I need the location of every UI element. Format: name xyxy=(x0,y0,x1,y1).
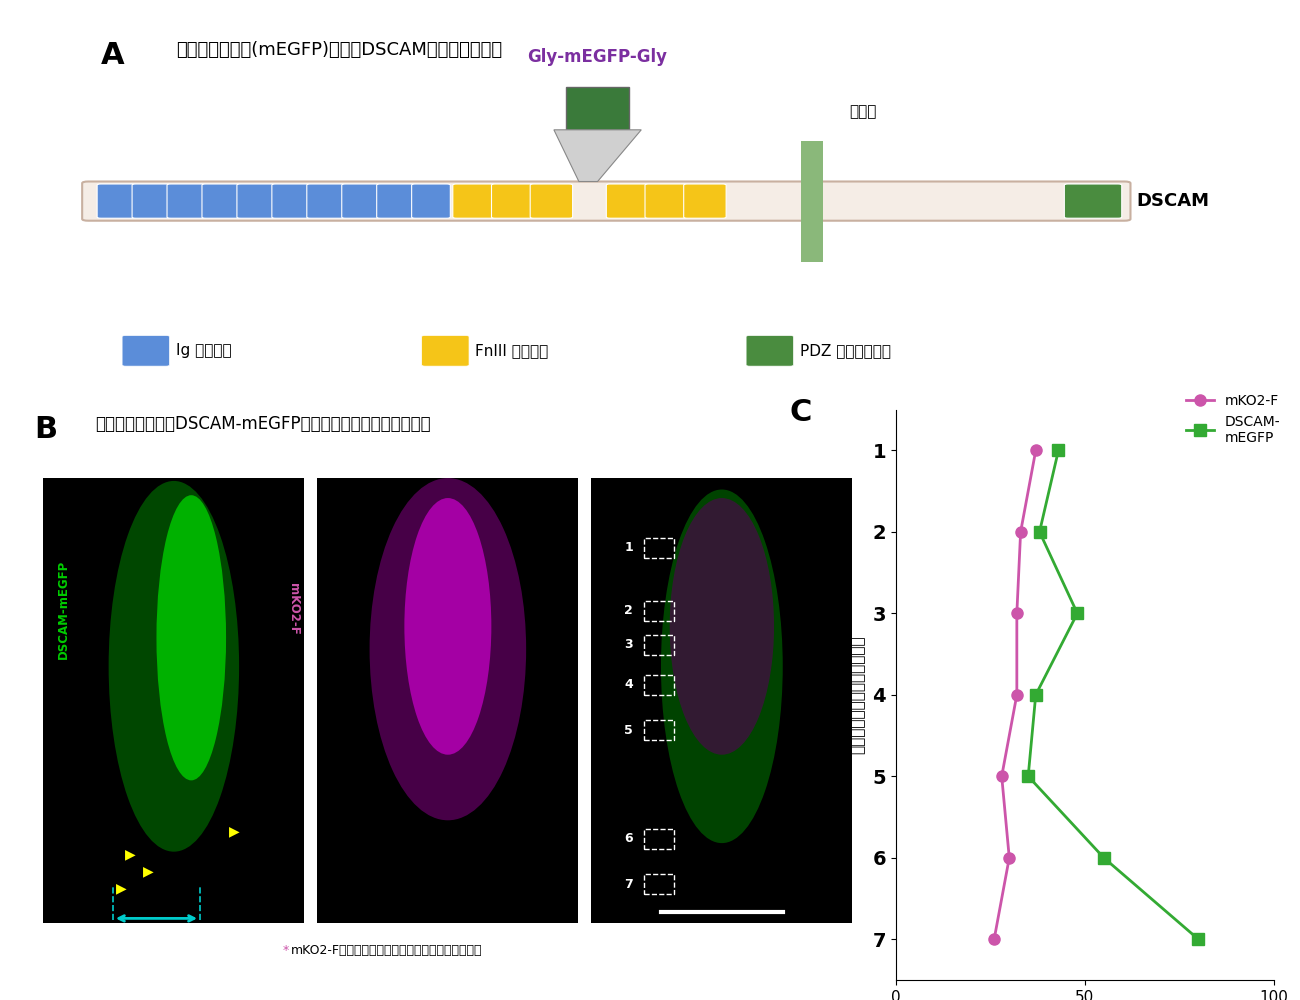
Text: PDZ 結合モチーフ: PDZ 結合モチーフ xyxy=(800,343,891,358)
FancyBboxPatch shape xyxy=(412,184,450,218)
DSCAM-
mEGFP xyxy=(1050,444,1066,456)
DSCAM-
mEGFP xyxy=(1070,607,1085,619)
Line: mKO2-F: mKO2-F xyxy=(988,445,1041,945)
FancyBboxPatch shape xyxy=(746,335,793,366)
Text: 4: 4 xyxy=(624,678,633,691)
FancyBboxPatch shape xyxy=(377,184,416,218)
FancyBboxPatch shape xyxy=(421,335,469,366)
mKO2-F xyxy=(1009,607,1024,619)
Bar xyxy=(592,478,853,923)
DSCAM-
mEGFP xyxy=(1191,933,1206,945)
Legend: mKO2-F, DSCAM-
mEGFP: mKO2-F, DSCAM- mEGFP xyxy=(1180,388,1286,450)
Text: mKO2-F: mKO2-F xyxy=(287,583,300,635)
FancyBboxPatch shape xyxy=(567,87,629,130)
Text: 5: 5 xyxy=(624,724,633,737)
Text: 7: 7 xyxy=(624,878,633,891)
Text: ▶: ▶ xyxy=(125,848,135,862)
Bar xyxy=(801,141,823,262)
FancyBboxPatch shape xyxy=(342,184,381,218)
Text: FnIII ドメイン: FnIII ドメイン xyxy=(476,343,549,358)
mKO2-F xyxy=(987,933,1002,945)
Polygon shape xyxy=(554,130,641,182)
Text: B: B xyxy=(35,415,57,444)
Text: ▶: ▶ xyxy=(117,882,127,896)
FancyBboxPatch shape xyxy=(530,184,572,218)
Bar xyxy=(644,720,673,740)
Text: 6: 6 xyxy=(624,832,633,845)
Text: 3: 3 xyxy=(624,638,633,651)
FancyBboxPatch shape xyxy=(202,184,240,218)
Bar xyxy=(644,829,673,849)
Bar xyxy=(644,675,673,695)
Text: *: * xyxy=(282,944,289,957)
Ellipse shape xyxy=(670,498,774,755)
Text: 2: 2 xyxy=(624,604,633,617)
Text: 1: 1 xyxy=(624,541,633,554)
FancyBboxPatch shape xyxy=(491,184,534,218)
FancyBboxPatch shape xyxy=(645,184,688,218)
Y-axis label: 図中の数字の領域（白点線）: 図中の数字の領域（白点線） xyxy=(850,636,866,754)
mKO2-F xyxy=(1001,852,1017,864)
mKO2-F xyxy=(1013,526,1028,538)
Text: C: C xyxy=(790,398,812,427)
FancyBboxPatch shape xyxy=(606,184,649,218)
Text: Gly-mEGFP-Gly: Gly-mEGFP-Gly xyxy=(528,48,668,66)
Line: DSCAM-
mEGFP: DSCAM- mEGFP xyxy=(1022,444,1205,946)
Bar xyxy=(644,874,673,894)
Text: A: A xyxy=(101,41,125,70)
DSCAM-
mEGFP xyxy=(1020,770,1036,782)
Bar xyxy=(43,478,304,923)
FancyBboxPatch shape xyxy=(684,184,727,218)
Ellipse shape xyxy=(109,481,239,852)
FancyBboxPatch shape xyxy=(452,184,495,218)
Bar xyxy=(644,635,673,655)
Text: 細胞膜: 細胞膜 xyxy=(850,104,878,119)
FancyBboxPatch shape xyxy=(307,184,346,218)
FancyBboxPatch shape xyxy=(122,335,169,366)
FancyBboxPatch shape xyxy=(1065,184,1122,218)
FancyBboxPatch shape xyxy=(272,184,311,218)
Bar xyxy=(317,478,578,923)
Text: ▶: ▶ xyxy=(229,825,240,839)
FancyBboxPatch shape xyxy=(98,184,135,218)
Bar xyxy=(644,601,673,621)
Ellipse shape xyxy=(404,498,491,755)
Text: DSCAM-mEGFP: DSCAM-mEGFP xyxy=(56,560,69,659)
Text: Ig ドメイン: Ig ドメイン xyxy=(176,343,231,358)
FancyBboxPatch shape xyxy=(82,182,1131,221)
DSCAM-
mEGFP xyxy=(1032,526,1048,538)
FancyBboxPatch shape xyxy=(133,184,170,218)
mKO2-F xyxy=(1028,444,1044,456)
Text: ▶: ▶ xyxy=(143,865,153,879)
Text: DSCAM: DSCAM xyxy=(1136,192,1210,210)
DSCAM-
mEGFP xyxy=(1028,689,1044,701)
Ellipse shape xyxy=(660,489,783,843)
FancyBboxPatch shape xyxy=(166,184,205,218)
mKO2-F xyxy=(1009,689,1024,701)
Bar xyxy=(644,538,673,558)
DSCAM-
mEGFP xyxy=(1096,852,1111,864)
FancyBboxPatch shape xyxy=(237,184,276,218)
Text: 神経細胞の終足とDSCAM-mEGFP（緑色）の集積（黄色矢頭）: 神経細胞の終足とDSCAM-mEGFP（緑色）の集積（黄色矢頭） xyxy=(96,415,432,433)
mKO2-F xyxy=(994,770,1010,782)
Ellipse shape xyxy=(369,478,526,820)
Text: 蛍光タンパク質(mEGFP)融合型DSCAMの構造の模式図: 蛍光タンパク質(mEGFP)融合型DSCAMの構造の模式図 xyxy=(176,41,502,59)
Text: mKO2-F：神経細胞でのみ発現する蛍光タンパク質: mKO2-F：神経細胞でのみ発現する蛍光タンパク質 xyxy=(291,944,482,957)
Ellipse shape xyxy=(156,495,226,780)
